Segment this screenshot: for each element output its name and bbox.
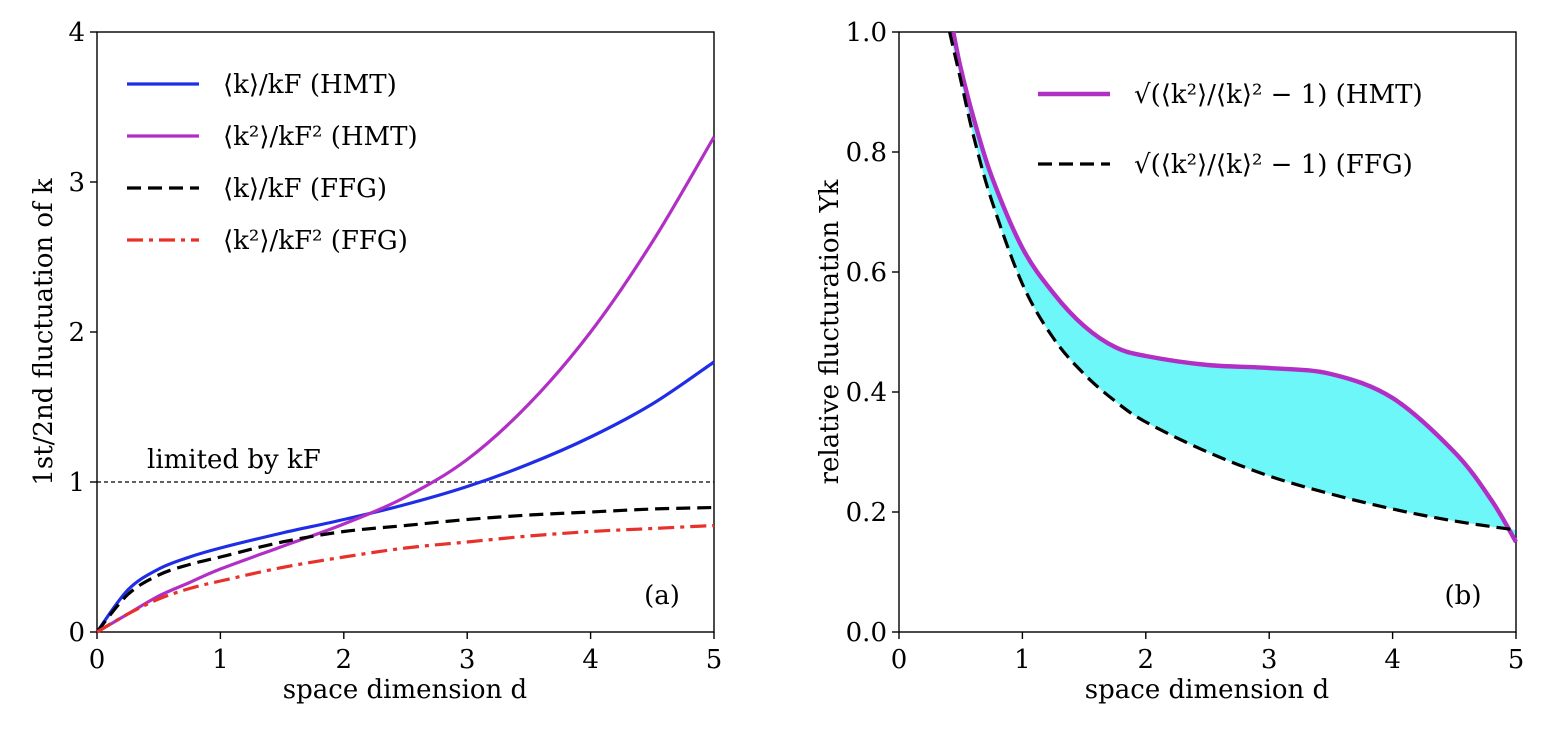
x-tick-label: 2	[336, 645, 353, 675]
legend-label: ⟨k⟩/kF (HMT)	[223, 70, 397, 100]
y-tick-label: 0.2	[846, 498, 887, 528]
x-tick-label: 1	[212, 645, 229, 675]
panel-b-label: (b)	[1445, 581, 1482, 611]
x-tick-label: 3	[1261, 645, 1278, 675]
panel-b-series	[948, 31, 1518, 544]
panel-a-y-axis-label: 1st/2nd fluctuation of k	[29, 178, 59, 486]
y-tick-label: 0.6	[846, 258, 887, 288]
y-tick-label: 0.8	[846, 138, 887, 168]
x-tick-label: 5	[706, 645, 723, 675]
y-tick-label: 0.4	[846, 378, 887, 408]
x-tick-label: 4	[582, 645, 599, 675]
panel-a-x-axis-label: space dimension d	[283, 675, 527, 705]
y-tick-label: 0.0	[846, 618, 887, 648]
fill-between-area	[949, 32, 1516, 542]
y-tick-label: 3	[68, 168, 85, 198]
y-tick-label: 1.0	[846, 18, 887, 48]
series-line	[95, 360, 715, 633]
panel-a-label: (a)	[644, 581, 680, 611]
panel-b: 0 1 2 3 4 5 0.0 0.2 0.4 0.6 0.8 1.0 √(⟨k²⟩/⟨k⟩² − 1…	[815, 18, 1524, 705]
x-tick-label: 4	[1384, 645, 1401, 675]
x-tick-label: 1	[1014, 645, 1031, 675]
panel-a-ticks: 0 1 2 3 4 5 0 1 2 3 4	[68, 18, 722, 675]
y-tick-label: 1	[68, 468, 85, 498]
series-line	[948, 31, 1517, 532]
x-tick-label: 0	[891, 645, 908, 675]
x-tick-label: 5	[1508, 645, 1525, 675]
y-tick-label: 4	[68, 18, 85, 48]
panel-b-x-axis-label: space dimension d	[1085, 675, 1329, 705]
panel-b-legend: √(⟨k²⟩/⟨k⟩² − 1) (HMT) √(⟨k²⟩/⟨k⟩² − 1) (…	[1038, 80, 1423, 180]
panel-a-series	[95, 136, 716, 634]
y-tick-label: 2	[68, 318, 85, 348]
series-line	[96, 136, 716, 634]
x-tick-label: 0	[89, 645, 106, 675]
x-tick-label: 3	[459, 645, 476, 675]
legend-label: √(⟨k²⟩/⟨k⟩² − 1) (HMT)	[1134, 80, 1423, 110]
reference-line-label: limited by kF	[147, 445, 321, 475]
series-line	[951, 31, 1518, 544]
series-line	[96, 523, 715, 634]
panel-b-ticks: 0 1 2 3 4 5 0.0 0.2 0.4 0.6 0.8 1.0	[846, 18, 1525, 675]
y-tick-label: 0	[68, 618, 85, 648]
x-tick-label: 2	[1138, 645, 1155, 675]
panel-b-y-axis-label: relative flucturation Υk	[815, 179, 845, 484]
legend-label: ⟨k⟩/kF (FFG)	[223, 174, 387, 204]
legend-label: √(⟨k²⟩/⟨k⟩² − 1) (FFG)	[1134, 150, 1413, 180]
legend-label: ⟨k²⟩/kF² (FFG)	[223, 226, 408, 256]
legend-label: ⟨k²⟩/kF² (HMT)	[223, 122, 418, 152]
panel-b-frame	[898, 31, 1517, 633]
series-line	[95, 505, 715, 634]
panel-a-legend: ⟨k⟩/kF (HMT) ⟨k²⟩/kF² (HMT) ⟨k⟩/kF (FFG) ⟨k…	[127, 70, 418, 256]
